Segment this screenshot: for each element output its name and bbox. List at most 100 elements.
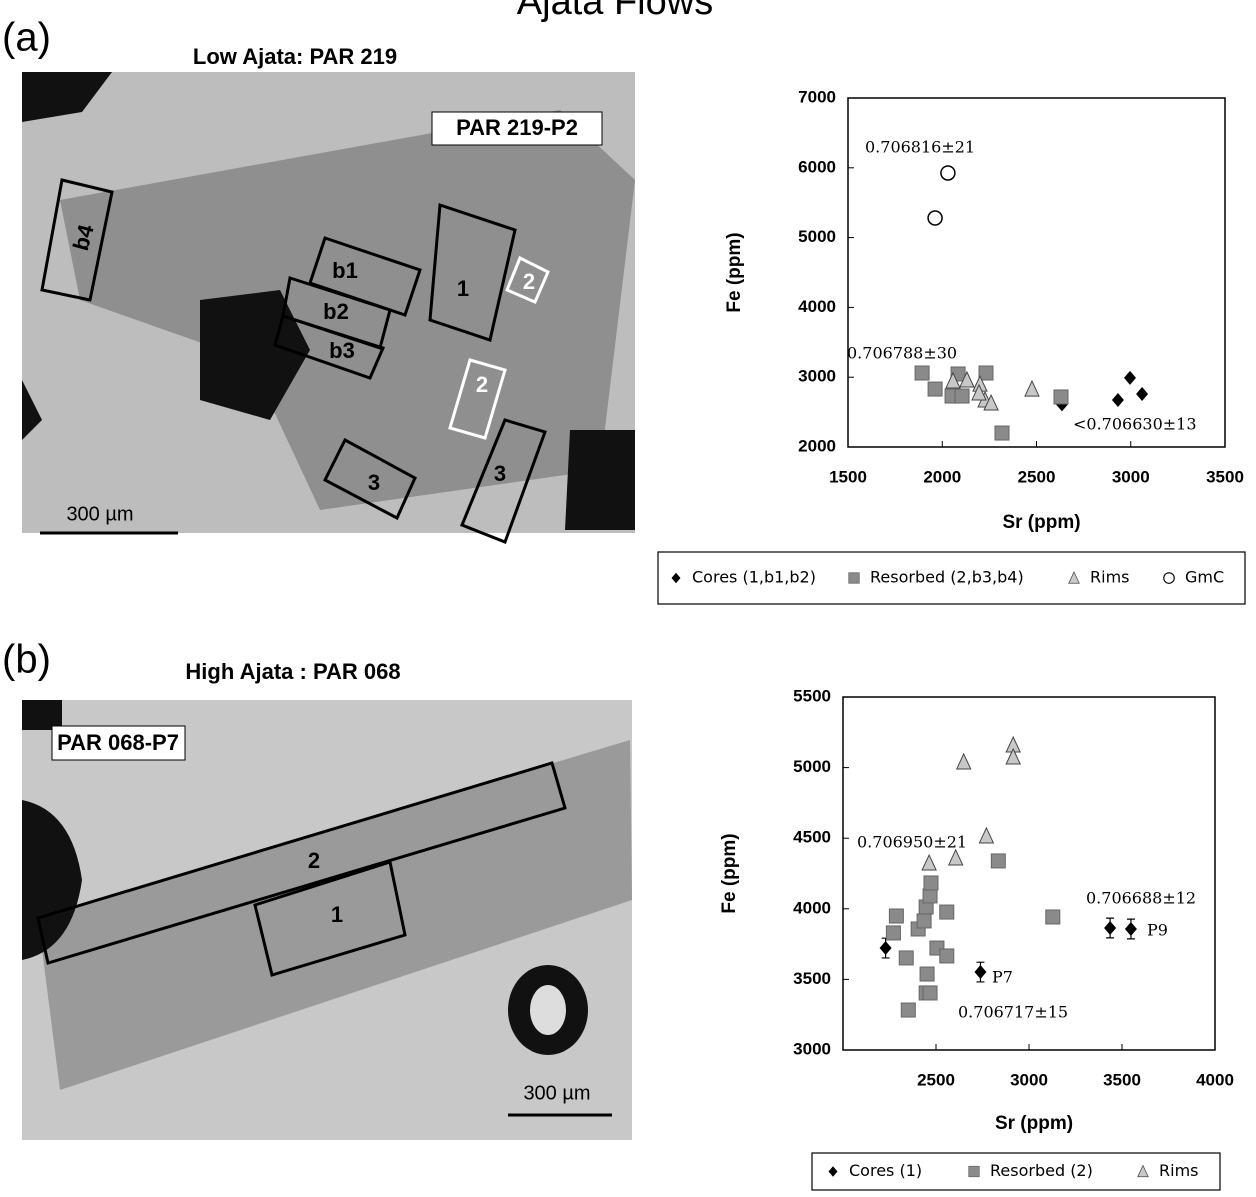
marker bbox=[957, 754, 971, 769]
marker bbox=[941, 166, 955, 180]
box-label: 2 bbox=[523, 269, 535, 294]
marker bbox=[886, 926, 900, 940]
legend-label: Cores (1) bbox=[849, 1161, 922, 1180]
photo-label: PAR 219-P2 bbox=[456, 115, 578, 140]
annotation: 0.706688±12 bbox=[1086, 889, 1196, 908]
y-tick-label: 4000 bbox=[793, 898, 831, 917]
x-tick-label: 1500 bbox=[829, 467, 867, 486]
scatter-chart: 2500 3000 3500 4000 3000 3500 4000 4500 5000 5500… bbox=[719, 686, 1234, 1190]
legend-label: Cores (1,b1,b2) bbox=[692, 568, 816, 587]
photo-a: PAR 219-P2 b4 b1 b2 b3 1 2 2 3 3 300 µm bbox=[22, 72, 635, 542]
box-label: b2 bbox=[323, 299, 349, 324]
panel-label: (b) bbox=[2, 638, 51, 682]
marker bbox=[955, 389, 969, 403]
box-label: 1 bbox=[457, 276, 469, 301]
marker bbox=[979, 828, 993, 843]
x-tick-label: 2000 bbox=[923, 467, 961, 486]
y-tick-label: 3500 bbox=[793, 969, 831, 988]
y-tick-label: 4500 bbox=[793, 828, 831, 847]
annotation: 0.706788±30 bbox=[847, 344, 957, 363]
marker bbox=[915, 366, 929, 380]
box-label: 3 bbox=[494, 461, 506, 486]
marker bbox=[1125, 922, 1137, 936]
marker bbox=[928, 211, 942, 225]
y-tick-label: 2000 bbox=[798, 436, 836, 455]
marker bbox=[991, 854, 1005, 868]
panel-label: (a) bbox=[2, 16, 51, 60]
x-tick-label: 3000 bbox=[1010, 1070, 1048, 1089]
scale-label: 300 µm bbox=[523, 1082, 590, 1104]
x-tick-label: 3000 bbox=[1112, 467, 1150, 486]
dark-phase bbox=[530, 985, 566, 1035]
legend-label: Resorbed (2,b3,b4) bbox=[870, 568, 1024, 587]
annotation: P9 bbox=[1147, 921, 1168, 940]
legend-label: Resorbed (2) bbox=[990, 1161, 1093, 1180]
marker bbox=[1136, 387, 1148, 401]
photo-title: Low Ajata: PAR 219 bbox=[193, 44, 397, 69]
marker bbox=[922, 855, 936, 870]
y-tick-label: 5500 bbox=[793, 686, 831, 705]
marker bbox=[1104, 921, 1116, 935]
plot-frame bbox=[843, 697, 1215, 1050]
x-tick-label: 2500 bbox=[1018, 467, 1056, 486]
y-axis-title: Fe (ppm) bbox=[719, 833, 740, 913]
legend-marker bbox=[969, 1166, 980, 1177]
annotation: 0.706717±15 bbox=[958, 1003, 1068, 1022]
marker bbox=[917, 914, 931, 928]
annotation: <0.706630±13 bbox=[1073, 415, 1197, 434]
legend-label: GmC bbox=[1185, 568, 1224, 587]
x-tick-label: 3500 bbox=[1206, 467, 1244, 486]
marker bbox=[928, 382, 942, 396]
marker bbox=[1124, 371, 1136, 385]
box-label: 3 bbox=[368, 470, 380, 495]
marker bbox=[880, 941, 892, 955]
marker bbox=[923, 986, 937, 1000]
photo-label: PAR 068-P7 bbox=[57, 730, 179, 755]
y-tick-label: 5000 bbox=[798, 227, 836, 246]
y-tick-label: 3000 bbox=[793, 1039, 831, 1058]
box-label: 1 bbox=[331, 902, 343, 927]
x-tick-label: 3500 bbox=[1103, 1070, 1141, 1089]
marker bbox=[995, 426, 1009, 440]
figure: Ajata Flows (a) (b) Low Ajata: PAR 219 H… bbox=[0, 0, 1256, 1192]
marker bbox=[974, 965, 986, 979]
marker bbox=[940, 949, 954, 963]
marker bbox=[889, 909, 903, 923]
marker bbox=[1112, 393, 1124, 407]
marker bbox=[1046, 910, 1060, 924]
marker bbox=[1054, 390, 1068, 404]
scale-label: 300 µm bbox=[66, 503, 133, 525]
x-axis-title: Sr (ppm) bbox=[995, 1113, 1073, 1134]
y-axis-title: Fe (ppm) bbox=[724, 232, 745, 312]
marker bbox=[1025, 381, 1039, 396]
y-tick-label: 7000 bbox=[798, 87, 836, 106]
marker bbox=[924, 876, 938, 890]
figure-title: Ajata Flows bbox=[517, 0, 713, 23]
x-tick-label: 4000 bbox=[1196, 1070, 1234, 1089]
scatter-chart: 1500 2000 2500 3000 3500 2000 3000 4000 5000 6000… bbox=[658, 87, 1245, 604]
marker bbox=[949, 850, 963, 865]
x-tick-label: 2500 bbox=[917, 1070, 955, 1089]
marker bbox=[899, 951, 913, 965]
box-label: 2 bbox=[476, 372, 488, 397]
y-tick-label: 4000 bbox=[798, 297, 836, 316]
legend-marker bbox=[849, 573, 860, 584]
marker bbox=[940, 905, 954, 919]
annotation: P7 bbox=[992, 968, 1013, 987]
y-tick-label: 6000 bbox=[798, 157, 836, 176]
y-tick-label: 5000 bbox=[793, 757, 831, 776]
legend-label: Rims bbox=[1090, 568, 1129, 587]
annotation: 0.706816±21 bbox=[865, 138, 975, 157]
x-axis-title: Sr (ppm) bbox=[1002, 512, 1080, 533]
annotation: 0.706950±21 bbox=[857, 833, 967, 852]
box-label: 2 bbox=[308, 848, 320, 873]
box-label: b3 bbox=[329, 338, 355, 363]
marker bbox=[923, 889, 937, 903]
legend-marker bbox=[1164, 573, 1175, 584]
photo-b: PAR 068-P7 2 1 300 µm bbox=[22, 700, 632, 1140]
legend-label: Rims bbox=[1159, 1161, 1198, 1180]
y-tick-label: 3000 bbox=[798, 367, 836, 386]
marker bbox=[901, 1003, 915, 1017]
marker bbox=[920, 967, 934, 981]
photo-title: High Ajata : PAR 068 bbox=[185, 659, 400, 684]
